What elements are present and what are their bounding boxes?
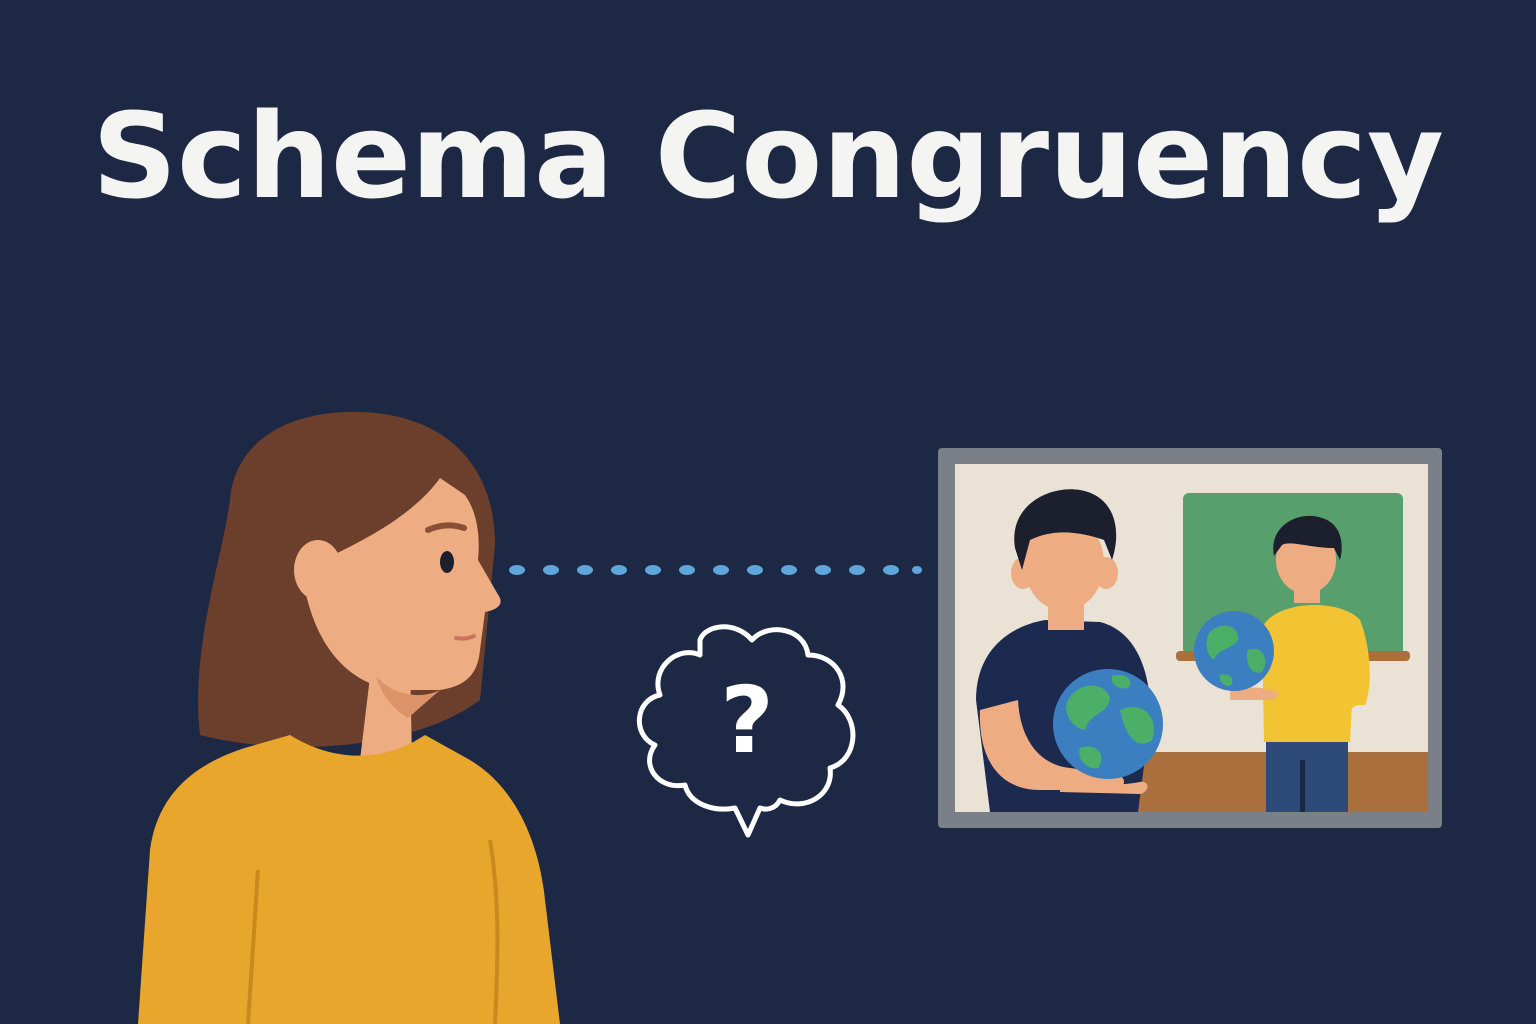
picture-frame	[938, 448, 1442, 828]
sweater-seam-left	[246, 869, 260, 1024]
sweater-seam-right	[488, 839, 500, 1024]
observer-eyebrow	[425, 522, 467, 533]
observer-ear	[294, 540, 342, 600]
observer-sweater	[138, 735, 560, 1024]
question-mark: ?	[720, 667, 773, 774]
observer-chin-shadow	[376, 676, 440, 718]
gaze-line	[509, 565, 922, 575]
thought-bubble-icon: ?	[637, 624, 856, 838]
observer-mouth	[454, 634, 476, 641]
observer-eye	[440, 551, 454, 573]
observer-person	[138, 411, 560, 1024]
globe-icon	[1053, 669, 1163, 779]
teacher-figure	[1230, 515, 1370, 812]
student-hand	[1060, 770, 1148, 794]
page-title: Schema Congruency	[92, 87, 1444, 225]
globe-icon	[1194, 611, 1274, 691]
